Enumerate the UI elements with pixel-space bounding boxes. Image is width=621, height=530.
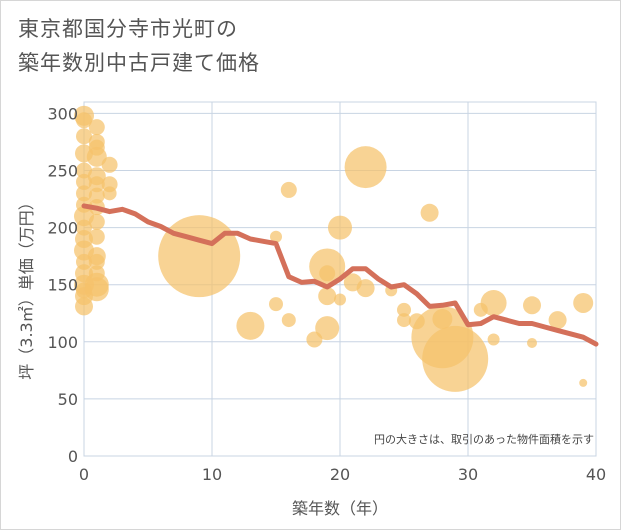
bubble-point xyxy=(158,215,241,298)
x-tick-label: 30 xyxy=(458,465,478,484)
y-tick-label: 300 xyxy=(47,104,78,123)
bubble-point xyxy=(236,311,265,340)
bubble-point xyxy=(344,146,387,189)
bubble-point xyxy=(76,185,92,202)
trend-line xyxy=(81,203,599,347)
x-axis-label: 築年数（年） xyxy=(292,499,388,518)
bubble-point xyxy=(88,253,105,270)
bubble-point xyxy=(84,277,109,302)
bubble-point xyxy=(356,279,375,298)
bubble-point xyxy=(573,292,594,313)
bubble-point xyxy=(548,311,567,330)
bubble-series xyxy=(74,105,594,392)
bubble-point xyxy=(76,128,92,145)
bubble-point xyxy=(579,378,588,387)
y-axis-label: 坪（3.3㎡）単価（万円） xyxy=(17,194,36,379)
x-tick-label: 10 xyxy=(202,465,222,484)
bubble-point xyxy=(86,146,107,167)
x-tick-label: 40 xyxy=(586,465,606,484)
bubble-point xyxy=(420,203,439,222)
bubble-point xyxy=(319,265,336,282)
bubble-point xyxy=(88,187,105,204)
bubble-point xyxy=(315,316,340,341)
bubble-point xyxy=(397,313,411,328)
bubble-point xyxy=(487,333,500,346)
bubble-point xyxy=(527,337,537,348)
bubble-point xyxy=(334,293,346,306)
bubble-point xyxy=(280,181,297,198)
x-tick-labels: 0 10 20 30 40 xyxy=(79,465,606,484)
y-tick-labels: 0 50 100 150 200 250 300 xyxy=(47,104,78,466)
x-tick-label: 20 xyxy=(330,465,350,484)
chart-title-line-1: 東京都国分寺市光町の xyxy=(18,17,238,41)
bubble-point xyxy=(422,325,489,392)
y-tick-label: 100 xyxy=(47,333,78,352)
bubble-point xyxy=(88,119,105,136)
x-tick-label: 0 xyxy=(79,465,89,484)
y-tick-label: 50 xyxy=(58,390,78,409)
bubble-size-note: 円の大きさは、取引のあった物件面積を示す xyxy=(374,432,594,446)
bubble-point xyxy=(88,176,105,193)
bubble-point xyxy=(76,112,92,129)
bubble-point xyxy=(523,296,541,315)
y-tick-label: 0 xyxy=(68,447,78,466)
bubble-point xyxy=(88,228,105,245)
bubble-point xyxy=(480,289,507,316)
bubble-point xyxy=(270,230,282,243)
bubble-point xyxy=(101,156,118,173)
y-tick-label: 150 xyxy=(47,276,78,295)
bubble-point xyxy=(397,302,411,317)
bubble-point xyxy=(328,215,352,240)
bubble-point xyxy=(75,297,93,316)
bubble-point xyxy=(88,213,105,230)
chart-title-line-2: 築年数別中古戸建て価格 xyxy=(18,51,260,75)
chart-title: 東京都国分寺市光町の 築年数別中古戸建て価格 xyxy=(18,12,260,80)
bubble-point xyxy=(318,287,337,306)
bubble-point xyxy=(269,297,283,312)
y-tick-label: 200 xyxy=(47,219,78,238)
bubble-point xyxy=(102,186,117,201)
bubble-point xyxy=(281,313,296,328)
y-tick-label: 250 xyxy=(47,162,78,181)
